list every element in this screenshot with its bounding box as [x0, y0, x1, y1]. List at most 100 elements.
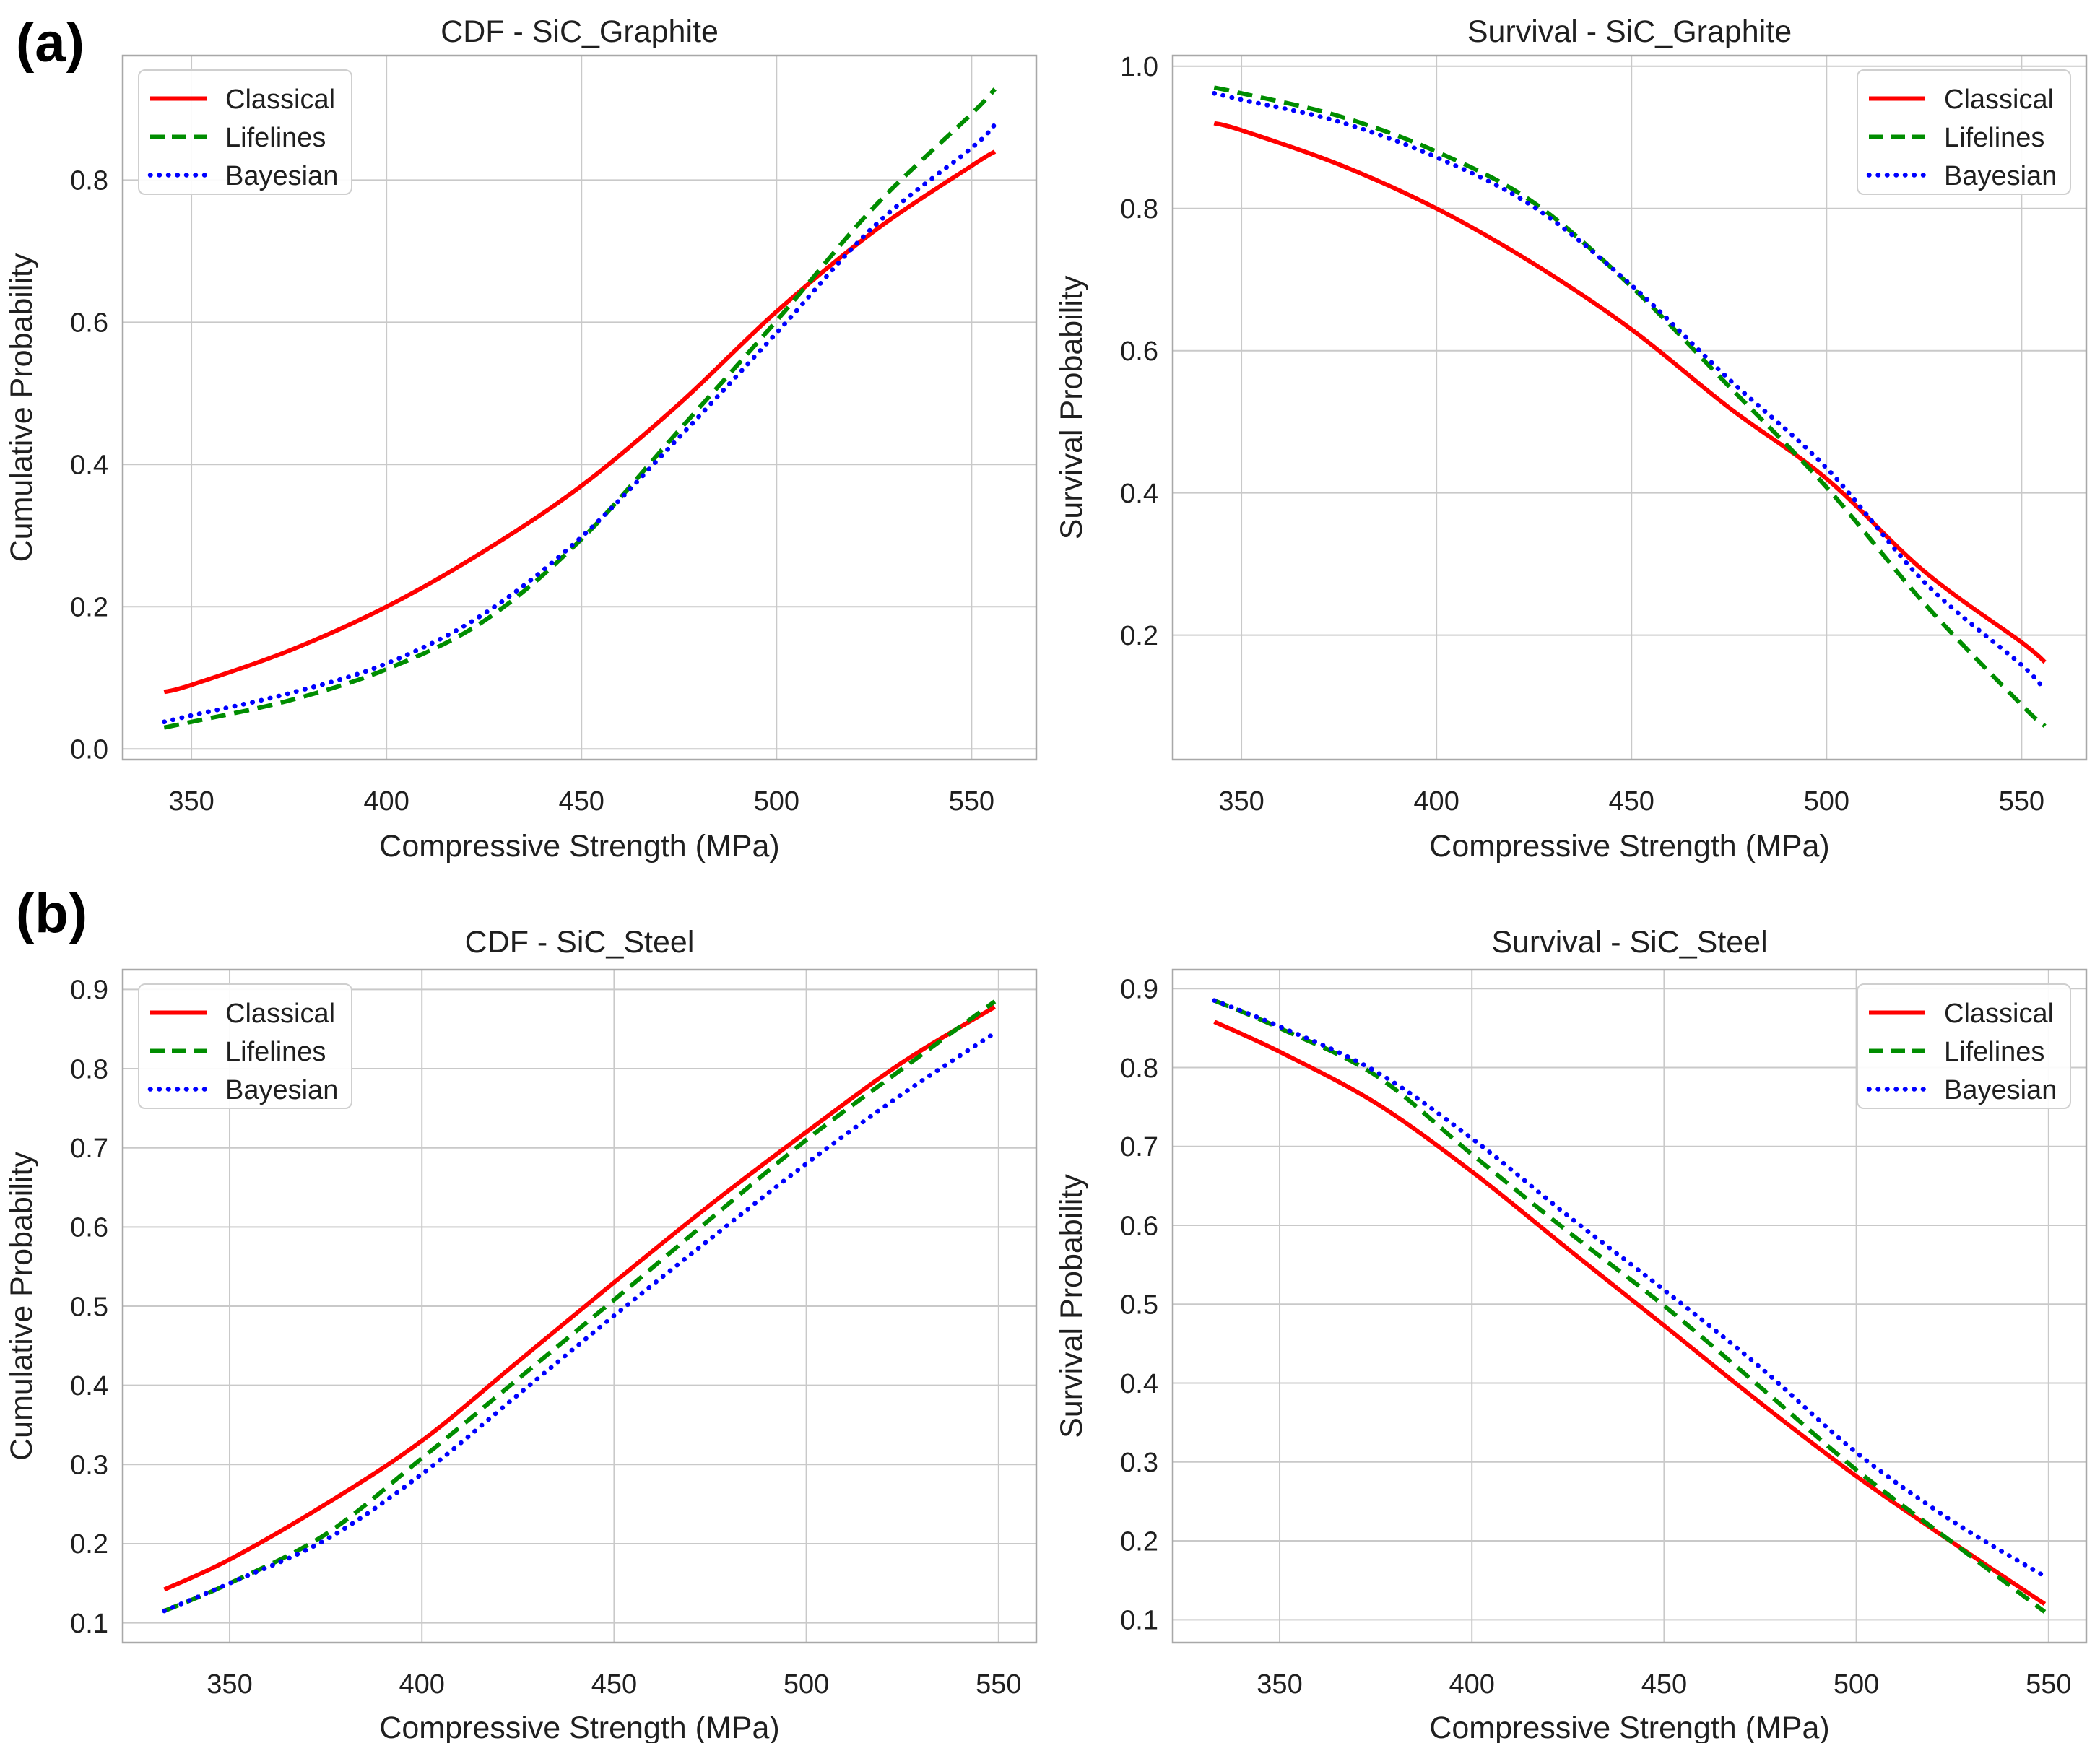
x-tick-label: 400: [1449, 1669, 1495, 1700]
y-tick-label: 0.8: [1120, 194, 1158, 225]
x-tick-label: 400: [363, 786, 409, 817]
x-tick-label: 450: [591, 1669, 637, 1700]
series-line-bayesian: [1212, 90, 2047, 693]
y-tick-label: 0.1: [70, 1609, 108, 1639]
y-axis-label: Survival Probability: [1054, 1174, 1089, 1438]
plot-frame: [121, 968, 1038, 1644]
y-tick-label: 0.4: [1120, 479, 1158, 509]
y-tick-label: 0.5: [1120, 1290, 1158, 1321]
x-axis-label: Compressive Strength (MPa): [379, 829, 779, 864]
x-tick-label: 450: [558, 786, 604, 817]
y-tick-label: 0.6: [1120, 336, 1158, 367]
plot-frame: [1171, 968, 2088, 1644]
series-line-classical: [1213, 1020, 2047, 1606]
y-tick-label: 1.0: [1120, 52, 1158, 82]
x-tick-label: 400: [399, 1669, 445, 1700]
chart-title: Survival - SiC_Graphite: [1467, 14, 1792, 49]
legend: Classical Lifelines Bayesian: [1857, 983, 2071, 1109]
y-tick-label: 0.9: [70, 975, 108, 1006]
x-tick-label: 500: [754, 786, 799, 817]
chart-svg-survival-sic-graphite: 350 400 450 500 550 0.2 0.4 0.6 0.8 1.0 Survival -…: [1054, 14, 2088, 864]
legend-label-lifelines: Lifelines: [1944, 123, 2044, 153]
plot-frame: [121, 54, 1038, 761]
y-tick-label: 0.8: [70, 166, 108, 196]
chart-svg-cdf-sic-steel: 350 400 450 500 550 0.1 0.2 0.3 0.4 0.5 0.6 0.7 0.8 0…: [4, 925, 1038, 1743]
panel-label-a: (a): [16, 12, 85, 74]
legend-label-bayesian: Bayesian: [1944, 161, 2057, 191]
y-tick-label: 0.9: [1120, 975, 1158, 1005]
y-axis-label: Survival Probability: [1054, 275, 1089, 539]
chart-cdf-sic-steel: 350 400 450 500 550 0.1 0.2 0.3 0.4 0.5 0.6 0.7 0.8 0…: [0, 871, 1050, 1743]
legend-box: [138, 983, 352, 1109]
x-tick-label: 550: [2026, 1669, 2071, 1700]
x-tick-label: 500: [1804, 786, 1849, 817]
series-line-bayesian: [1212, 998, 2047, 1579]
legend-box: [1857, 69, 2071, 195]
chart-svg-cdf-sic-graphite: 350 400 450 500 550 0.0 0.2 0.4 0.6 0.8 CDF - SiC_…: [4, 14, 1038, 864]
plot-frame: [1171, 54, 2088, 761]
legend: Classical Lifelines Bayesian: [138, 69, 352, 195]
y-tick-label: 0.2: [70, 1529, 108, 1560]
gridlines: [123, 970, 1036, 1643]
tick-labels: 350 400 450 500 550 0.2 0.4 0.6 0.8 1.0: [1120, 52, 2044, 817]
series-line-classical: [163, 1004, 997, 1592]
x-tick-label: 550: [1999, 786, 2044, 817]
y-tick-label: 0.2: [70, 593, 108, 623]
legend-label-bayesian: Bayesian: [1944, 1075, 2057, 1105]
y-tick-label: 0.4: [1120, 1369, 1158, 1399]
legend: Classical Lifelines Bayesian: [1857, 69, 2071, 195]
x-axis-label: Compressive Strength (MPa): [1429, 829, 1829, 864]
legend-label-classical: Classical: [1944, 84, 2054, 115]
series-line-classical: [163, 149, 997, 695]
chart-title: CDF - SiC_Steel: [465, 925, 695, 960]
series-line-lifelines: [1213, 998, 2047, 1614]
chart-title: Survival - SiC_Steel: [1491, 925, 1767, 960]
y-tick-label: 0.7: [70, 1134, 108, 1164]
y-tick-label: 0.1: [1120, 1606, 1158, 1636]
series-line-lifelines: [163, 999, 997, 1613]
series-line-bayesian: [162, 1030, 997, 1614]
chart-title: CDF - SiC_Graphite: [441, 14, 719, 49]
chart-svg-survival-sic-steel: 350 400 450 500 550 0.1 0.2 0.3 0.4 0.5 0.6 0.7 0.8 0…: [1054, 925, 2088, 1743]
x-tick-label: 350: [168, 786, 214, 817]
y-tick-label: 0.4: [70, 451, 108, 481]
x-tick-label: 400: [1413, 786, 1459, 817]
tick-labels: 350 400 450 500 550 0.1 0.2 0.3 0.4 0.5 0.6 0.7 0.8 0…: [70, 975, 1021, 1700]
x-tick-label: 450: [1641, 1669, 1687, 1700]
x-axis-label: Compressive Strength (MPa): [1429, 1711, 1829, 1743]
series-line-classical: [1213, 121, 2047, 664]
chart-cdf-sic-graphite: 350 400 450 500 550 0.0 0.2 0.4 0.6 0.8 CDF - SiC_…: [0, 0, 1050, 871]
y-tick-label: 0.6: [1120, 1211, 1158, 1241]
tick-labels: 350 400 450 500 550 0.0 0.2 0.4 0.6 0.8: [70, 166, 994, 817]
series-line-lifelines: [163, 87, 997, 730]
chart-survival-sic-graphite: 350 400 450 500 550 0.2 0.4 0.6 0.8 1.0 Survival -…: [1050, 0, 2100, 871]
legend-label-lifelines: Lifelines: [225, 123, 326, 153]
legend-label-bayesian: Bayesian: [225, 1075, 338, 1105]
legend-label-classical: Classical: [225, 84, 335, 115]
x-tick-label: 500: [784, 1669, 829, 1700]
y-tick-label: 0.2: [1120, 621, 1158, 651]
legend-label-bayesian: Bayesian: [225, 161, 338, 191]
legend-box: [138, 69, 352, 195]
y-tick-label: 0.6: [70, 308, 108, 339]
legend-label-classical: Classical: [225, 999, 335, 1029]
x-tick-label: 550: [976, 1669, 1021, 1700]
y-tick-label: 0.2: [1120, 1526, 1158, 1557]
y-tick-label: 0.8: [1120, 1053, 1158, 1084]
x-tick-label: 500: [1834, 1669, 1879, 1700]
legend-box: [1857, 983, 2071, 1109]
x-tick-label: 350: [1218, 786, 1264, 817]
x-axis-label: Compressive Strength (MPa): [379, 1711, 779, 1743]
tick-labels: 350 400 450 500 550 0.1 0.2 0.3 0.4 0.5 0.6 0.7 0.8 0…: [1120, 975, 2071, 1700]
legend: Classical Lifelines Bayesian: [138, 983, 352, 1109]
legend-label-lifelines: Lifelines: [225, 1037, 326, 1067]
x-tick-label: 350: [1257, 1669, 1302, 1700]
panel-label-b: (b): [16, 883, 89, 944]
y-tick-label: 0.6: [70, 1213, 108, 1243]
y-tick-label: 0.3: [1120, 1448, 1158, 1478]
y-tick-label: 0.4: [70, 1371, 108, 1401]
y-axis-label: Cumulative Probability: [4, 1152, 39, 1461]
legend-label-lifelines: Lifelines: [1944, 1037, 2044, 1067]
gridlines: [1173, 56, 2086, 760]
